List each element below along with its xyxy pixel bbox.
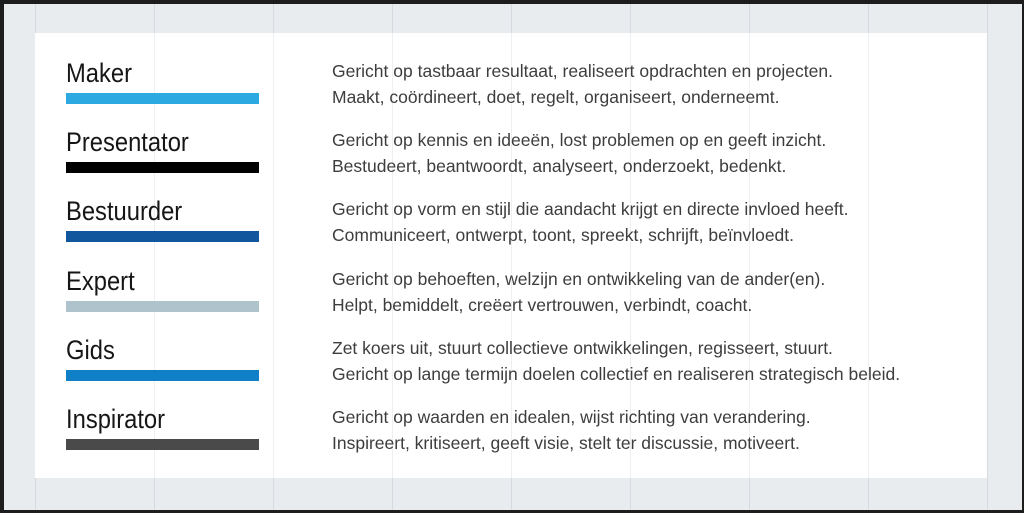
role-label: Maker (66, 58, 133, 88)
description-line: Maakt, coördineert, doet, regelt, organi… (332, 87, 780, 107)
grid-column-line-faint (630, 33, 631, 478)
description-line: Gericht op vorm en stijl die aandacht kr… (332, 199, 849, 219)
role-row-maker: Maker Gericht op tastbaar resultaat, rea… (35, 58, 987, 130)
role-underline-bar (66, 231, 259, 242)
role-underline-bar (66, 370, 259, 381)
grid-column-line-faint (273, 33, 274, 478)
role-underline-bar (66, 93, 259, 104)
grid-column-line (987, 4, 988, 510)
description-line: Gericht op waarden en idealen, wijst ric… (332, 407, 811, 427)
content-card: Maker Gericht op tastbaar resultaat, rea… (35, 33, 987, 478)
grid-column-line-faint (749, 33, 750, 478)
role-description: Gericht op behoeften, welzijn en ontwikk… (332, 266, 825, 318)
description-line: Communiceert, ontwerpt, toont, spreekt, … (332, 225, 795, 245)
description-line: Gericht op tastbaar resultaat, realiseer… (332, 61, 833, 81)
grid-column-line-faint (868, 33, 869, 478)
role-description: Gericht op waarden en idealen, wijst ric… (332, 404, 811, 456)
role-row-inspirator: Inspirator Gericht op waarden en idealen… (35, 404, 987, 476)
role-label: Gids (66, 335, 115, 365)
description-line: Gericht op lange termijn doelen collecti… (332, 364, 901, 384)
role-row-bestuurder: Bestuurder Gericht op vorm en stijl die … (35, 196, 987, 268)
role-underline-bar (66, 162, 259, 173)
grid-column-line-faint (511, 33, 512, 478)
role-row-expert: Expert Gericht op behoeften, welzijn en … (35, 266, 987, 338)
grid-column-line-faint (392, 33, 393, 478)
description-line: Gericht op kennis en ideeën, lost proble… (332, 130, 827, 150)
description-line: Inspireert, kritiseert, geeft visie, ste… (332, 433, 800, 453)
role-underline-bar (66, 301, 259, 312)
role-label: Expert (66, 266, 135, 296)
role-label: Inspirator (66, 404, 166, 434)
role-label: Bestuurder (66, 196, 183, 226)
role-description: Gericht op tastbaar resultaat, realiseer… (332, 58, 833, 110)
description-line: Helpt, bemiddelt, creëert vertrouwen, ve… (332, 295, 753, 315)
role-description: Zet koers uit, stuurt collectieve ontwik… (332, 335, 900, 387)
role-description: Gericht op vorm en stijl die aandacht kr… (332, 196, 849, 248)
description-line: Bestudeert, beantwoordt, analyseert, ond… (332, 156, 787, 176)
role-underline-bar (66, 439, 259, 450)
role-label: Presentator (66, 127, 189, 157)
role-row-gids: Gids Zet koers uit, stuurt collectieve o… (35, 335, 987, 407)
role-description: Gericht op kennis en ideeën, lost proble… (332, 127, 826, 179)
description-line: Zet koers uit, stuurt collectieve ontwik… (332, 338, 833, 358)
description-line: Gericht op behoeften, welzijn en ontwikk… (332, 269, 826, 289)
grid-column-line-faint (154, 33, 155, 478)
role-row-presentator: Presentator Gericht op kennis en ideeën,… (35, 127, 987, 199)
